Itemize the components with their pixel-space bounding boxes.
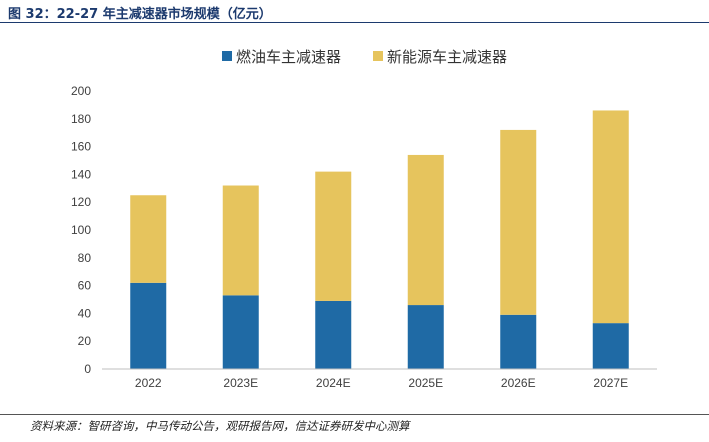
y-tick-label-2: 40 <box>78 306 92 320</box>
y-tick-label-4: 80 <box>78 251 92 265</box>
legend-label-1: 新能源车主减速器 <box>387 48 507 66</box>
y-tick-label-5: 100 <box>71 223 91 237</box>
chart-legend: 燃油车主减速器 新能源车主减速器 <box>222 48 507 66</box>
y-tick-label-1: 20 <box>78 334 92 348</box>
source-note: 资料来源：智研咨询，中马传动公告，观研报告网，信达证券研发中心测算 <box>30 419 410 433</box>
x-axis: 2022 2023E 2024E 2025E 2026E 2027E <box>102 368 657 390</box>
source-divider <box>0 414 709 415</box>
figure-title: 图 32：22-27 年主减速器市场规模（亿元） <box>8 7 272 22</box>
bar-0-3 <box>407 305 444 369</box>
title-divider <box>0 22 709 23</box>
chart-bars <box>130 110 629 369</box>
bar-1-3 <box>407 154 444 306</box>
x-tick-label-1: 2023E <box>223 376 258 390</box>
bar-0-2 <box>315 300 352 369</box>
bar-1-4 <box>500 129 537 315</box>
bar-0-0 <box>130 282 167 369</box>
x-tick-label-2: 2024E <box>316 376 351 390</box>
x-tick-label-4: 2026E <box>501 376 536 390</box>
legend-label-0: 燃油车主减速器 <box>236 48 341 66</box>
bar-0-4 <box>500 314 537 369</box>
stacked-bar-chart: 燃油车主减速器 新能源车主减速器 0 20 40 60 80 100 120 140 160 180… <box>71 48 657 390</box>
bar-1-1 <box>222 185 259 296</box>
y-tick-label-8: 160 <box>71 140 91 154</box>
y-axis: 0 20 40 60 80 100 120 140 160 180 200 <box>71 84 91 376</box>
y-tick-label-9: 180 <box>71 112 91 126</box>
x-tick-label-0: 2022 <box>135 376 162 390</box>
y-tick-label-10: 200 <box>71 84 91 98</box>
legend-swatch-0 <box>222 51 232 61</box>
legend-swatch-1 <box>373 51 383 61</box>
y-tick-label-6: 120 <box>71 195 91 209</box>
bar-0-5 <box>592 323 629 369</box>
x-tick-label-5: 2027E <box>593 376 628 390</box>
y-tick-label-3: 60 <box>78 279 92 293</box>
bar-1-0 <box>130 195 167 283</box>
bar-0-1 <box>222 295 259 369</box>
y-tick-label-0: 0 <box>84 362 91 376</box>
bar-1-2 <box>315 171 352 301</box>
y-tick-label-7: 140 <box>71 167 91 181</box>
x-tick-label-3: 2025E <box>408 376 443 390</box>
bar-1-5 <box>592 110 629 324</box>
